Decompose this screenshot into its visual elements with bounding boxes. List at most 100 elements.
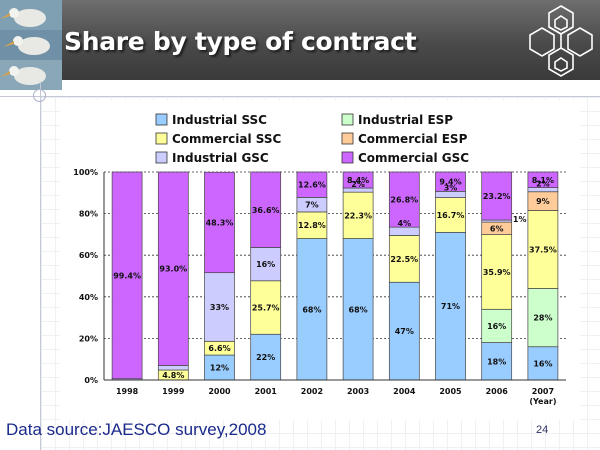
legend-swatch-commercial-esp bbox=[341, 132, 354, 145]
bar-2001-commercial-ssc bbox=[250, 280, 282, 335]
data-label-2003-industrial-ssc: 68% bbox=[349, 305, 368, 314]
data-label-2000-commercial-gsc: 48.3% bbox=[206, 218, 234, 227]
data-label-2000-industrial-gsc: 33% bbox=[210, 303, 229, 312]
legend-swatch-commercial-ssc bbox=[155, 132, 168, 145]
data-label-2003-industrial-gsc: 2% bbox=[351, 180, 365, 189]
data-label-2007-commercial-ssc: 37.5% bbox=[529, 245, 557, 254]
y-tick-label-0-: 0% bbox=[84, 376, 98, 385]
pelican-photo-strip bbox=[0, 0, 62, 90]
bar-2005-commercial-ssc bbox=[435, 197, 466, 233]
bar-2000-commercial-gsc bbox=[204, 171, 235, 274]
bar-2003-commercial-gsc bbox=[342, 171, 374, 189]
data-label-2006-industrial-esp: 16% bbox=[487, 322, 506, 331]
data-label-2004-commercial-gsc: 26.8% bbox=[390, 196, 418, 205]
y-tick-label-100-: 100% bbox=[73, 168, 98, 177]
data-label-2000-industrial-ssc: 12% bbox=[210, 364, 229, 373]
data-label-2007-industrial-gsc: 2% bbox=[536, 180, 550, 189]
data-label-2005-industrial-gsc: 3% bbox=[444, 183, 458, 192]
bar-2000-industrial-gsc bbox=[204, 272, 235, 342]
data-label-2006-commercial-gsc: 23.2% bbox=[483, 192, 511, 201]
bar-2007-industrial-esp bbox=[527, 288, 559, 348]
y-tick-label-20-: 20% bbox=[79, 334, 98, 343]
x-tick-label-2007: 2007 bbox=[532, 387, 554, 396]
legend-label-commercial-esp: Commercial ESP bbox=[358, 132, 468, 146]
legend-swatch-commercial-gsc bbox=[341, 151, 354, 164]
bar-2002-industrial-ssc bbox=[296, 238, 328, 381]
legend-swatch-industrial-gsc bbox=[155, 151, 168, 164]
data-label-1999-commercial-ssc: 4.8% bbox=[162, 371, 184, 380]
x-tick-label-1998: 1998 bbox=[116, 387, 139, 396]
data-label-2002-commercial-gsc: 12.6% bbox=[298, 181, 326, 190]
bar-2004-commercial-gsc bbox=[388, 171, 420, 228]
chart-axes: 0% 20% 40% 60% 80% 100% 1998 1999 2000 2001 2002 20… bbox=[73, 168, 566, 406]
bar-2001-industrial-ssc bbox=[250, 333, 282, 381]
data-source-note: Data source:JAESCO survey,2008 bbox=[6, 420, 267, 439]
data-label-2004-industrial-ssc: 47% bbox=[395, 327, 414, 336]
data-label-2005-commercial-gsc: 9.4% bbox=[439, 178, 461, 187]
data-label-2002-industrial-gsc: 7% bbox=[305, 201, 319, 210]
x-tick-label-1999: 1999 bbox=[162, 387, 185, 396]
pelican-icon bbox=[0, 66, 46, 85]
data-label-2003-commercial-gsc: 8.4% bbox=[347, 176, 369, 185]
legend-label-industrial-gsc: Industrial GSC bbox=[172, 151, 269, 165]
bar-2001-industrial-gsc bbox=[250, 247, 282, 282]
data-label-2006-commercial-ssc: 35.9% bbox=[483, 268, 511, 277]
bar-2007-industrial-ssc bbox=[527, 346, 559, 381]
data-label-2006-industrial-ssc: 18% bbox=[487, 357, 506, 366]
data-label-2007-industrial-ssc: 16% bbox=[533, 359, 552, 368]
bar-1999-commercial-gsc bbox=[157, 171, 189, 366]
hexagon-logo-icon bbox=[529, 5, 593, 77]
y-tick-label-80-: 80% bbox=[79, 210, 98, 219]
data-label-2007-commercial-gsc: 8.1% bbox=[532, 176, 554, 185]
x-tick-label-2001: 2001 bbox=[255, 387, 278, 396]
data-label-2007-commercial-esp: 9% bbox=[536, 197, 550, 206]
chart-legend: Industrial SSC Industrial ESP Commercial S… bbox=[155, 113, 469, 165]
data-label-2006-industrial-gsc: 1% bbox=[513, 215, 527, 224]
x-tick-label-2006: 2006 bbox=[486, 387, 509, 396]
bar-2006-commercial-ssc bbox=[481, 234, 513, 310]
bar-2005-commercial-gsc bbox=[435, 171, 466, 192]
slide-title: Share by type of contract bbox=[64, 27, 417, 56]
bar-2004-industrial-gsc bbox=[388, 226, 420, 236]
bar-2000-industrial-ssc bbox=[204, 354, 235, 381]
bar-2006-commercial-gsc bbox=[481, 171, 513, 221]
data-label-2000-commercial-ssc: 6.6% bbox=[208, 344, 230, 353]
data-label-2001-industrial-gsc: 16% bbox=[256, 260, 275, 269]
bar-2007-commercial-ssc bbox=[527, 210, 559, 289]
data-label-2007-industrial-esp: 28% bbox=[533, 314, 552, 323]
bar-2002-commercial-gsc bbox=[296, 171, 328, 198]
data-label-2006-commercial-esp: 6% bbox=[490, 224, 504, 233]
pelican-icon bbox=[0, 8, 46, 27]
registration-circle-icon bbox=[33, 89, 46, 102]
x-tick-label-2005: 2005 bbox=[439, 387, 462, 396]
bar-2003-industrial-ssc bbox=[342, 238, 374, 381]
data-label-2001-commercial-gsc: 36.6% bbox=[252, 206, 280, 215]
legend-label-commercial-gsc: Commercial GSC bbox=[358, 151, 469, 165]
x-tick-label-2002: 2002 bbox=[301, 387, 323, 396]
x-tick-label-2000: 2000 bbox=[208, 387, 231, 396]
bar-2004-industrial-ssc bbox=[388, 281, 420, 381]
bar-2006-industrial-esp bbox=[481, 308, 513, 343]
decorative-vertical-rule bbox=[40, 82, 41, 450]
bar-2006-industrial-ssc bbox=[481, 342, 513, 381]
bar-1998-commercial-gsc bbox=[111, 171, 143, 380]
bar-2001-commercial-gsc bbox=[250, 171, 282, 248]
data-label-2001-commercial-ssc: 25.7% bbox=[252, 304, 280, 313]
bar-2004-commercial-ssc bbox=[388, 235, 420, 283]
legend-swatch-industrial-ssc bbox=[155, 113, 168, 126]
data-label-1999-commercial-gsc: 93.0% bbox=[159, 265, 187, 274]
x-tick-label-2003: 2003 bbox=[347, 387, 369, 396]
legend-label-industrial-ssc: Industrial SSC bbox=[172, 113, 267, 127]
data-label-2003-commercial-ssc: 22.3% bbox=[344, 211, 372, 220]
x-axis-label: (Year) bbox=[529, 397, 556, 406]
data-label-2004-commercial-ssc: 22.5% bbox=[390, 255, 418, 264]
bar-2003-commercial-ssc bbox=[342, 191, 374, 239]
data-label-2005-industrial-ssc: 71% bbox=[441, 302, 460, 311]
x-tick-label-2004: 2004 bbox=[393, 387, 416, 396]
data-label-2002-commercial-ssc: 12.8% bbox=[298, 221, 326, 230]
legend-label-commercial-ssc: Commercial SSC bbox=[172, 132, 281, 146]
chart-data-labels: 99.4% 4.8% 93.0% 12% 6.6% 33% 48.3% 22% 25.7% 16%… bbox=[113, 176, 557, 380]
bar-2007-commercial-gsc bbox=[527, 171, 559, 188]
legend-label-industrial-esp: Industrial ESP bbox=[358, 113, 453, 127]
